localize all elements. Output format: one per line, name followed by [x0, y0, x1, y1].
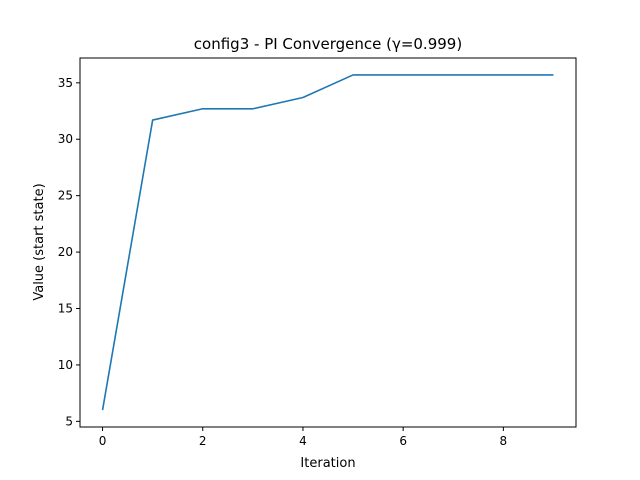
x-tick-label: 2: [199, 434, 207, 448]
y-tick-label: 20: [58, 245, 73, 259]
x-axis-label: Iteration: [300, 456, 355, 471]
y-tick-label: 30: [58, 132, 73, 146]
x-axis: 0 2 4 6 8: [99, 427, 507, 448]
x-tick-label: 4: [299, 434, 307, 448]
y-axis-label: Value (start state): [32, 183, 47, 300]
y-tick-label: 15: [58, 302, 73, 316]
y-axis: 5 10 15 20 25 30 35: [58, 76, 80, 428]
y-tick-label: 35: [58, 76, 73, 90]
chart-title: config3 - PI Convergence (γ=0.999): [194, 35, 462, 53]
series-line: [101, 74, 554, 411]
y-tick-label: 25: [58, 189, 73, 203]
plot-area: [101, 74, 554, 411]
y-tick-label: 10: [58, 358, 73, 372]
x-tick-label: 0: [99, 434, 107, 448]
plot-frame: [79, 57, 577, 428]
y-tick-label: 5: [65, 414, 73, 428]
x-tick-label: 8: [500, 434, 508, 448]
x-tick-label: 6: [399, 434, 407, 448]
